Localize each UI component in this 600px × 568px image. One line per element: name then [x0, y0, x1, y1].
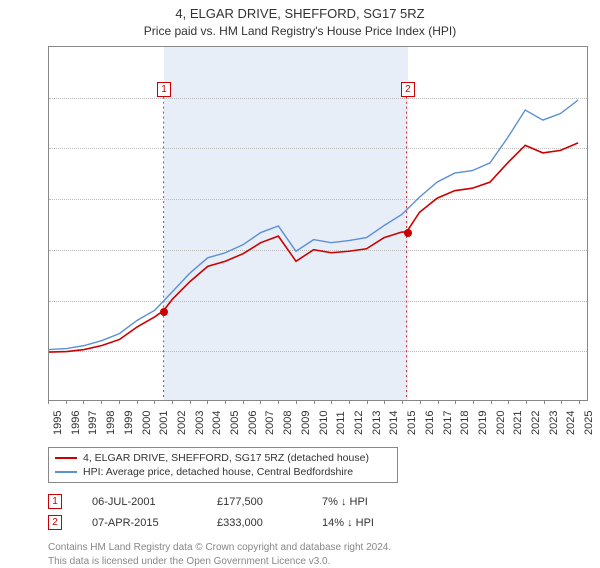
series-price_paid [49, 143, 578, 352]
x-tick-label: 1999 [123, 411, 135, 435]
legend-swatch [55, 457, 77, 459]
sale-price: £177,500 [217, 496, 292, 508]
sale-diff: 7% ↓ HPI [322, 496, 412, 508]
x-tick-label: 2005 [229, 411, 241, 435]
footer-line: Contains HM Land Registry data © Crown c… [48, 541, 600, 555]
x-tick-label: 2025 [583, 411, 595, 435]
sale-date: 06-JUL-2001 [92, 496, 187, 508]
y-axis-labels: £0£100K£200K£300K£400K£500K£600K£700K [0, 46, 48, 401]
x-tick-label: 2013 [371, 411, 383, 435]
series-hpi [49, 100, 578, 350]
chart-title: 4, ELGAR DRIVE, SHEFFORD, SG17 5RZ [0, 6, 600, 21]
legend-label: HPI: Average price, detached house, Cent… [83, 466, 353, 478]
x-tick-label: 2020 [495, 411, 507, 435]
legend-item: HPI: Average price, detached house, Cent… [55, 465, 391, 479]
x-tick-label: 2000 [141, 411, 153, 435]
chart-marker-box: 2 [401, 82, 415, 97]
x-tick-label: 2004 [211, 411, 223, 435]
x-tick-label: 2019 [477, 411, 489, 435]
sales-row: 1 06-JUL-2001 £177,500 7% ↓ HPI [48, 491, 600, 512]
x-tick-label: 1995 [52, 411, 64, 435]
x-tick-label: 2010 [318, 411, 330, 435]
sales-table: 1 06-JUL-2001 £177,500 7% ↓ HPI 2 07-APR… [48, 491, 600, 533]
footer-line: This data is licensed under the Open Gov… [48, 555, 600, 568]
chart-svg [49, 47, 587, 400]
x-tick-label: 2018 [459, 411, 471, 435]
x-tick-label: 2001 [158, 411, 170, 435]
x-tick-label: 2023 [548, 411, 560, 435]
legend-item: 4, ELGAR DRIVE, SHEFFORD, SG17 5RZ (deta… [55, 451, 391, 465]
x-tick-label: 2015 [406, 411, 418, 435]
x-axis-labels: 1995 1996 1997 1998 1999 2000 2001 2002 2003 2004… [48, 401, 588, 441]
x-tick-label: 2002 [176, 411, 188, 435]
x-tick-label: 2003 [194, 411, 206, 435]
legend-label: 4, ELGAR DRIVE, SHEFFORD, SG17 5RZ (deta… [83, 452, 369, 464]
sale-marker-icon: 1 [48, 494, 62, 509]
sale-dot [160, 308, 168, 316]
sale-diff: 14% ↓ HPI [322, 517, 412, 529]
chart-marker-box: 1 [157, 82, 171, 97]
legend-box: 4, ELGAR DRIVE, SHEFFORD, SG17 5RZ (deta… [48, 447, 398, 483]
x-tick-label: 2007 [264, 411, 276, 435]
x-tick-label: 2022 [530, 411, 542, 435]
chart-container: 4, ELGAR DRIVE, SHEFFORD, SG17 5RZ Price… [0, 6, 600, 566]
sale-dot [404, 229, 412, 237]
x-tick-label: 2012 [353, 411, 365, 435]
x-tick-label: 2014 [388, 411, 400, 435]
x-tick-label: 1997 [87, 411, 99, 435]
x-tick-label: 2006 [247, 411, 259, 435]
chart-subtitle: Price paid vs. HM Land Registry's House … [0, 24, 600, 38]
x-tick-label: 2008 [282, 411, 294, 435]
legend-swatch [55, 471, 77, 473]
sale-marker-icon: 2 [48, 515, 62, 530]
sale-price: £333,000 [217, 517, 292, 529]
footer-attribution: Contains HM Land Registry data © Crown c… [48, 541, 600, 568]
x-tick-label: 1996 [70, 411, 82, 435]
sales-row: 2 07-APR-2015 £333,000 14% ↓ HPI [48, 512, 600, 533]
chart-plot-area: 12 [48, 46, 588, 401]
sale-date: 07-APR-2015 [92, 517, 187, 529]
x-tick-label: 2017 [442, 411, 454, 435]
x-tick-label: 2009 [300, 411, 312, 435]
x-tick-label: 2021 [512, 411, 524, 435]
x-tick-label: 1998 [105, 411, 117, 435]
x-tick-label: 2011 [335, 411, 347, 435]
x-tick-label: 2016 [424, 411, 436, 435]
x-tick-label: 2024 [565, 411, 577, 435]
